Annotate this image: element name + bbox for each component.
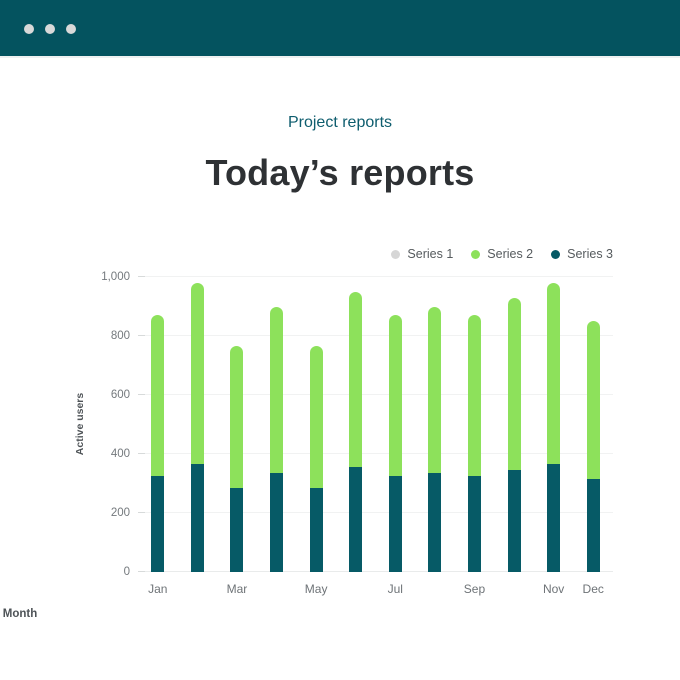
bar-segment-series-3 bbox=[586, 479, 600, 572]
legend-item: Series 2 bbox=[471, 247, 533, 261]
stacked-bar-nov bbox=[547, 277, 561, 572]
gridline bbox=[138, 453, 613, 454]
bar-slot-sep bbox=[455, 277, 495, 572]
bar-slot-feb bbox=[178, 277, 218, 572]
x-tick-label-dec: Dec bbox=[582, 582, 604, 596]
bar-segment-series-3 bbox=[230, 487, 244, 572]
chart-legend: Series 1 Series 2 Series 3 bbox=[391, 247, 613, 261]
legend-item: Series 1 bbox=[391, 247, 453, 261]
x-tick-label-may: May bbox=[304, 582, 328, 596]
stacked-bar-jan bbox=[151, 277, 165, 572]
x-tick-label-sep: Sep bbox=[463, 582, 486, 596]
bar-slot-dec bbox=[573, 277, 613, 572]
bar-segment-series-2 bbox=[309, 346, 323, 488]
y-tick-label: 0 bbox=[123, 566, 130, 578]
stacked-bar-aug bbox=[428, 277, 442, 572]
bar-segment-series-3 bbox=[349, 467, 363, 572]
window-dot-icon bbox=[66, 24, 76, 34]
legend-dot-icon bbox=[471, 249, 481, 259]
legend-label: Series 1 bbox=[407, 247, 454, 261]
gridline bbox=[138, 335, 613, 336]
stacked-bar-feb bbox=[190, 277, 204, 572]
bar-segment-series-3 bbox=[388, 476, 402, 572]
y-tick-label: 1,000 bbox=[101, 271, 130, 283]
y-tick-label: 200 bbox=[110, 507, 130, 519]
gridline bbox=[138, 571, 613, 572]
bar-slot-jan bbox=[138, 277, 178, 572]
bar-segment-series-2 bbox=[151, 315, 165, 477]
bar-segment-series-2 bbox=[467, 315, 481, 477]
window-dot-icon bbox=[45, 24, 55, 34]
y-tick-mark bbox=[138, 335, 145, 336]
bar-segment-series-3 bbox=[547, 464, 561, 572]
bar-slot-jul bbox=[376, 277, 416, 572]
x-tick-label-nov: Nov bbox=[542, 582, 565, 596]
stacked-bar-oct bbox=[507, 277, 521, 572]
legend-dot-icon bbox=[391, 249, 401, 259]
bar-segment-series-2 bbox=[349, 291, 363, 468]
bar-slot-jun bbox=[336, 277, 376, 572]
header-bar bbox=[0, 0, 680, 58]
stacked-bar-apr bbox=[270, 277, 284, 572]
bar-segment-series-2 bbox=[586, 321, 600, 480]
bar-segment-series-3 bbox=[309, 487, 323, 572]
x-tick-label-mar: Mar bbox=[226, 582, 248, 596]
bar-segment-series-3 bbox=[507, 470, 521, 572]
x-axis: Jan Mar May Jul Sep Nov Dec bbox=[138, 582, 613, 598]
x-axis-title: Month bbox=[0, 608, 370, 620]
legend-item: Series 3 bbox=[551, 247, 613, 261]
legend-label: Series 3 bbox=[567, 247, 613, 261]
bar-slot-aug bbox=[415, 277, 455, 572]
stacked-bar-dec bbox=[586, 277, 600, 572]
stacked-bar-sep bbox=[467, 277, 481, 572]
bar-segment-series-2 bbox=[270, 306, 284, 474]
stacked-bar-may bbox=[309, 277, 323, 572]
y-tick-mark bbox=[138, 394, 145, 395]
bar-segment-series-3 bbox=[467, 476, 481, 572]
y-tick-label: 400 bbox=[110, 448, 130, 460]
bar-segment-series-2 bbox=[428, 306, 442, 474]
y-tick-mark bbox=[138, 276, 145, 277]
window-dots bbox=[24, 24, 76, 34]
bar-slot-apr bbox=[257, 277, 297, 572]
gridline bbox=[138, 276, 613, 277]
report-kicker: Project reports bbox=[287, 114, 393, 131]
bar-segment-series-3 bbox=[151, 476, 165, 572]
stacked-bar-jul bbox=[388, 277, 402, 572]
x-tick-label-jan: Jan bbox=[148, 582, 168, 596]
y-axis: 0 200 400 600 800 1,000 bbox=[0, 271, 130, 578]
x-axis-title-text: Month bbox=[2, 608, 38, 620]
legend-dot-icon bbox=[551, 249, 561, 259]
page-title: Today’s reports bbox=[205, 152, 475, 193]
stacked-bar-jun bbox=[349, 277, 363, 572]
gridline bbox=[138, 512, 613, 513]
window-dot-icon bbox=[24, 24, 34, 34]
y-tick-mark bbox=[138, 512, 145, 513]
plot-area bbox=[138, 276, 613, 572]
bar-segment-series-2 bbox=[230, 346, 244, 488]
stacked-bar-mar bbox=[230, 277, 244, 572]
bar-segment-series-3 bbox=[270, 473, 284, 572]
bar-segment-series-2 bbox=[388, 315, 402, 477]
gridline bbox=[138, 394, 613, 395]
bar-segment-series-2 bbox=[507, 297, 521, 471]
bar-segment-series-3 bbox=[190, 464, 204, 572]
y-tick-mark bbox=[138, 453, 145, 454]
bar-segment-series-2 bbox=[547, 282, 561, 465]
bar-segment-series-2 bbox=[190, 282, 204, 465]
bar-slot-oct bbox=[494, 277, 534, 572]
y-tick-mark bbox=[138, 571, 145, 572]
bar-slot-may bbox=[296, 277, 336, 572]
bar-segment-series-3 bbox=[428, 473, 442, 572]
legend-label: Series 2 bbox=[487, 247, 534, 261]
y-tick-label: 600 bbox=[110, 389, 130, 401]
bar-slot-nov bbox=[534, 277, 574, 572]
bar-slot-mar bbox=[217, 277, 257, 572]
y-tick-label: 800 bbox=[110, 330, 130, 342]
x-tick-label-jul: Jul bbox=[387, 582, 403, 596]
